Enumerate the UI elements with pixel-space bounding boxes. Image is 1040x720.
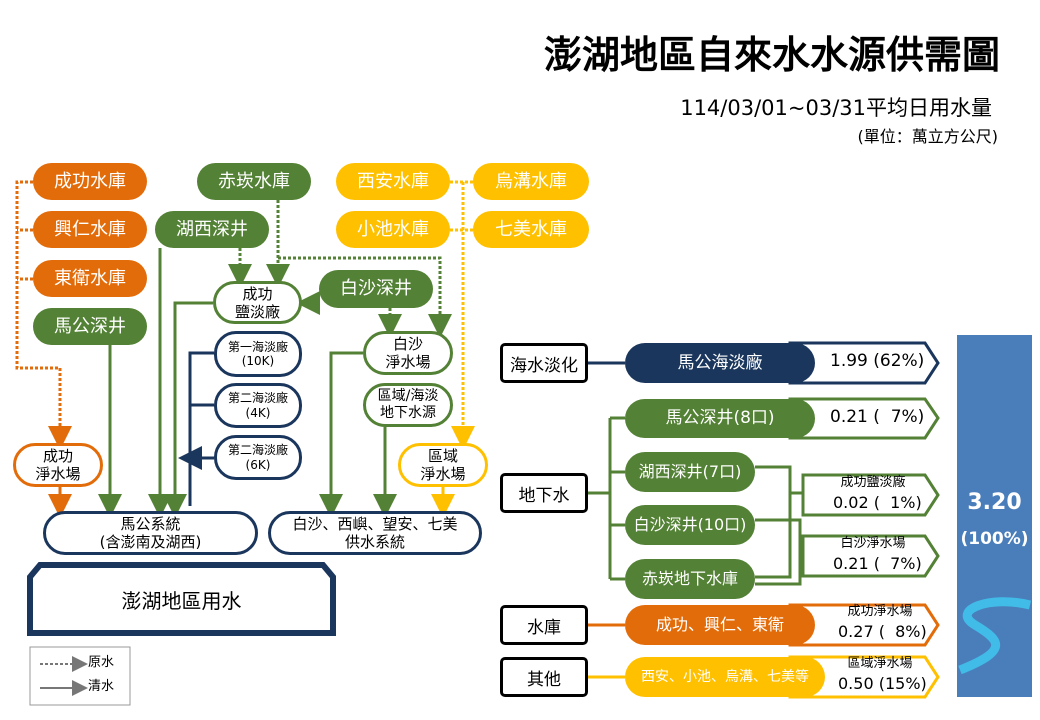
desal-plant-2-6k: 第二海淡廠 (6K) <box>214 435 302 480</box>
period-label: 114/03/01~03/31平均日用水量 <box>680 96 992 120</box>
regional-desal-groundwater: 區域/海淡 地下水源 <box>363 383 453 427</box>
category-reservoir: 水庫 <box>500 605 588 645</box>
category-desalination: 海水淡化 <box>500 343 588 383</box>
north-islands-supply-system: 白沙、西嶼、望安、七美 供水系統 <box>268 511 482 555</box>
legend-clean-water: 清水 <box>88 679 115 694</box>
magong-well-8: 馬公深井(8口) <box>625 399 815 438</box>
xiaochi-reservoir: 小池水庫 <box>336 211 450 248</box>
page-title: 澎湖地區自來水水源供需圖 <box>543 33 1000 77</box>
total-value: 3.20 <box>967 490 1022 515</box>
baisha-plant-label: 白沙淨水場 <box>840 536 906 551</box>
other-value: 0.50 (15%) <box>838 674 927 693</box>
legend-raw-water: 原水 <box>88 655 115 670</box>
brackish-plant-label: 成功鹽淡廠 <box>840 475 906 490</box>
regional-plant-label: 區域淨水場 <box>847 656 913 671</box>
dongwei-reservoir: 東衛水庫 <box>33 260 147 297</box>
qimei-reservoir: 七美水庫 <box>473 211 589 248</box>
desal-plant-1: 第一海淡廠 (10K) <box>214 331 302 377</box>
chenggong-brackish-plant: 成功 鹽淡廠 <box>213 281 302 324</box>
chenggong-treatment-plant: 成功 淨水場 <box>13 443 103 487</box>
magong-desal-plant: 馬公海淡廠 <box>625 343 815 383</box>
river-icon <box>958 597 1032 675</box>
total-percent: (100%) <box>960 529 1029 549</box>
category-other: 其他 <box>500 657 588 697</box>
xian-reservoir: 西安水庫 <box>336 163 450 200</box>
chenggong-reservoir: 成功水庫 <box>33 163 147 200</box>
magong-well-value: 0.21 ( 7%) <box>830 407 925 427</box>
magong-deep-well: 馬公深井 <box>33 308 147 345</box>
chikan-reservoir: 赤崁水庫 <box>197 163 311 200</box>
chenggong-plant-label: 成功淨水場 <box>847 604 913 619</box>
brackish-plant-value: 0.02 ( 1%) <box>833 493 922 512</box>
unit-label: (單位：萬立方公尺) <box>857 127 999 146</box>
chikan-underground-reservoir: 赤崁地下水庫 <box>625 559 755 599</box>
reservoir-sources: 成功、興仁、東衛 <box>625 605 815 645</box>
xingren-reservoir: 興仁水庫 <box>33 211 147 248</box>
baisha-treatment-plant: 白沙 淨水場 <box>363 331 453 375</box>
baisha-plant-value: 0.21 ( 7%) <box>833 554 922 573</box>
huxi-deep-well: 湖西深井 <box>155 211 269 248</box>
wugou-reservoir: 烏溝水庫 <box>473 163 589 200</box>
desal-value: 1.99 (62%) <box>830 351 925 371</box>
category-groundwater: 地下水 <box>500 473 588 513</box>
baisha-well-10: 白沙深井(10口) <box>625 505 755 545</box>
desal-plant-2-4k: 第二海淡廠 (4K) <box>214 383 302 428</box>
baisha-deep-well: 白沙深井 <box>319 270 433 308</box>
other-sources: 西安、小池、烏溝、七美等 <box>625 657 825 697</box>
magong-supply-system: 馬公系統 (含澎南及湖西) <box>43 511 258 555</box>
penghu-water-use: 澎湖地區用水 <box>121 589 242 613</box>
huxi-well-7: 湖西深井(7口) <box>625 452 755 492</box>
regional-treatment-plant: 區域 淨水場 <box>398 443 488 487</box>
reservoir-value: 0.27 ( 8%) <box>838 622 927 641</box>
